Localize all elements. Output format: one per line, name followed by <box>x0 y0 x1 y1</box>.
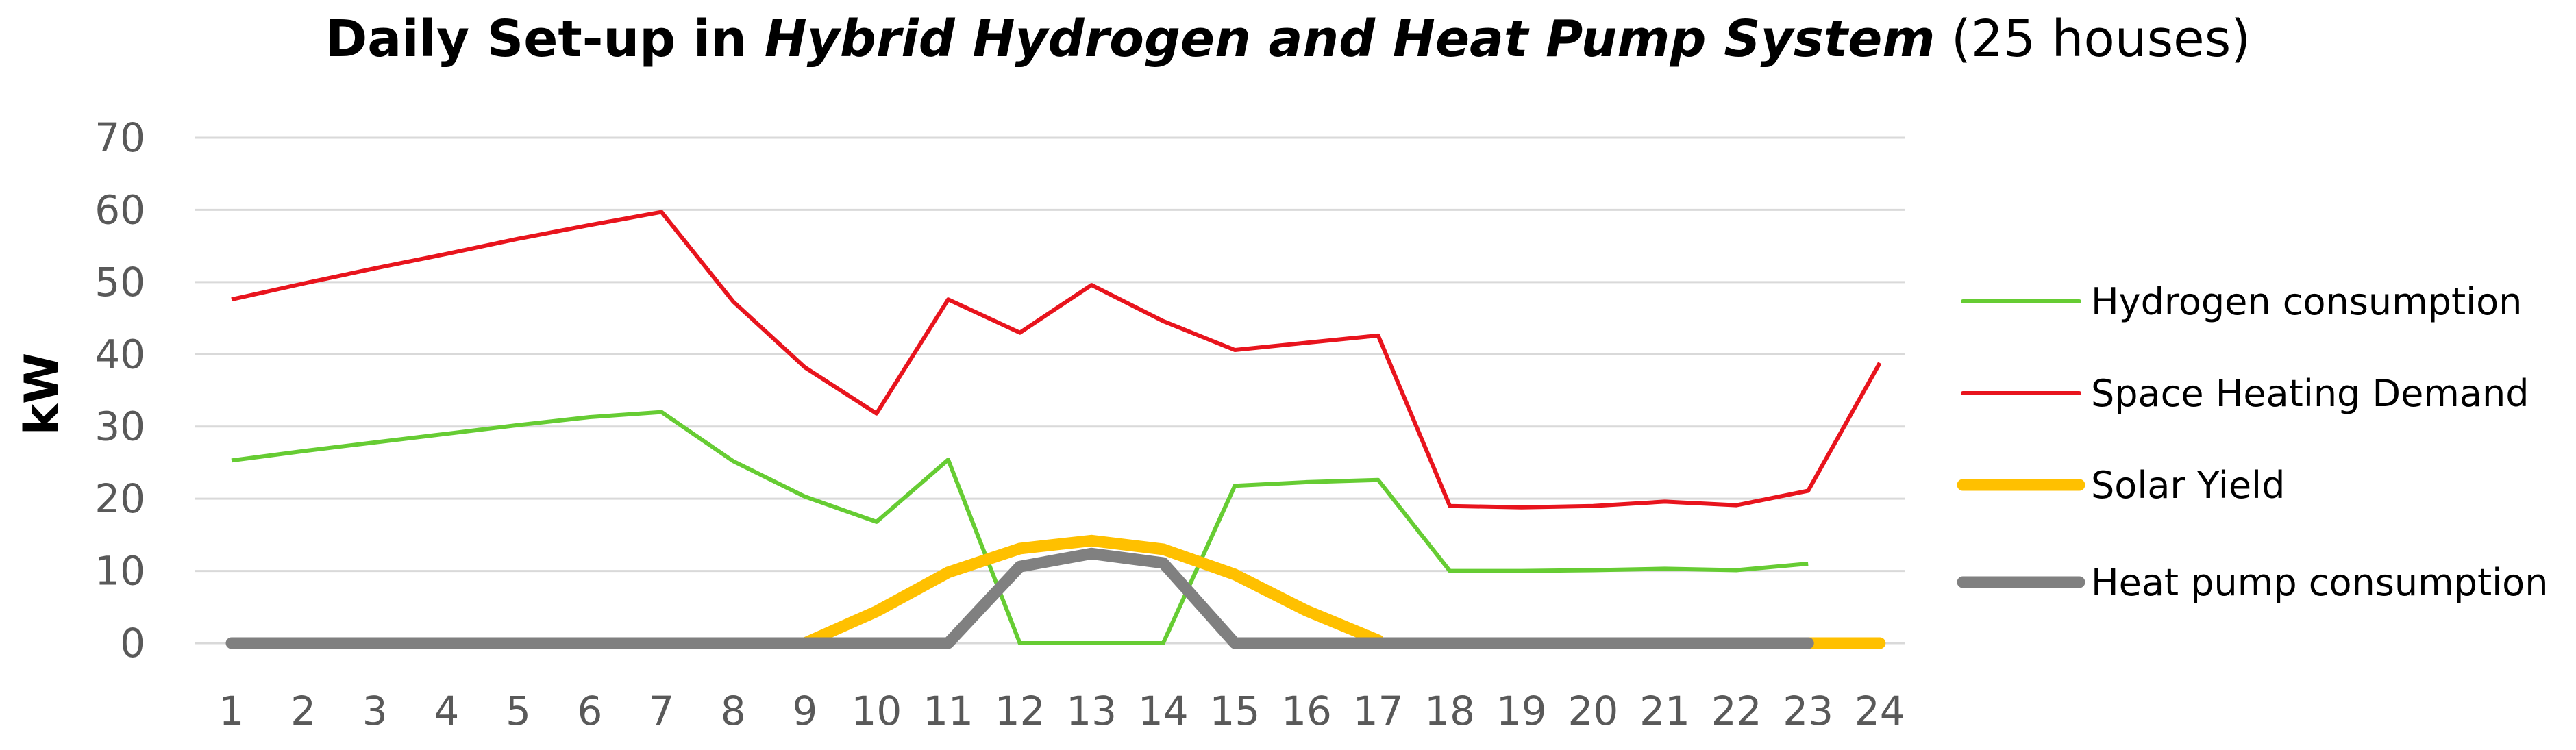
series-space-heating-demand <box>231 210 1882 510</box>
chart-title: Daily Set-up in Hybrid Hydrogen and Heat… <box>325 10 2251 68</box>
x-tick-label: 11 <box>923 688 974 734</box>
legend-label: Hydrogen consumption <box>2091 280 2522 323</box>
x-tick-label: 14 <box>1138 688 1189 734</box>
y-tick-label: 20 <box>95 475 145 522</box>
series-line-space-heating-demand <box>231 210 1882 510</box>
y-axis-ticks: 0 10 20 30 40 50 60 70 <box>95 114 145 666</box>
x-tick-label: 8 <box>721 688 746 734</box>
legend-item: Hydrogen consumption <box>1961 280 2522 323</box>
chart-title-part: (25 houses) <box>1935 10 2251 68</box>
gridlines <box>195 136 1905 645</box>
x-tick-label: 5 <box>506 688 531 734</box>
x-tick-label: 10 <box>851 688 902 734</box>
y-tick-label: 50 <box>95 259 145 305</box>
x-tick-label: 9 <box>792 688 817 734</box>
series-hydrogen-consumption <box>231 410 1809 645</box>
legend-item: Space Heating Demand <box>1961 372 2529 415</box>
y-tick-label: 40 <box>95 331 145 377</box>
x-tick-label: 20 <box>1568 688 1618 734</box>
x-tick-label: 2 <box>290 688 316 734</box>
series-line-heat-pump-consumption <box>225 547 1814 649</box>
x-tick-label: 22 <box>1711 688 1762 734</box>
series-solar-yield <box>799 534 1886 649</box>
legend-label: Solar Yield <box>2091 464 2285 507</box>
legend-label: Space Heating Demand <box>2091 372 2529 415</box>
x-tick-label: 18 <box>1424 688 1475 734</box>
x-tick-label: 23 <box>1783 688 1833 734</box>
x-tick-label: 7 <box>649 688 674 734</box>
series-heat-pump-consumption <box>225 547 1814 649</box>
series-line-solar-yield <box>799 534 1385 649</box>
legend-item: Heat pump consumption <box>1957 561 2548 604</box>
chart-title-part: Daily Set-up in <box>325 10 765 68</box>
y-tick-label: 0 <box>120 620 145 666</box>
legend-item: Solar Yield <box>1957 464 2285 507</box>
y-tick-label: 30 <box>95 403 145 450</box>
legend: Hydrogen consumption Space Heating Demand… <box>1957 280 2548 604</box>
x-tick-label: 17 <box>1353 688 1404 734</box>
x-tick-label: 6 <box>578 688 603 734</box>
series-lines <box>225 210 1886 649</box>
y-tick-label: 70 <box>95 114 145 161</box>
x-tick-label: 24 <box>1855 688 1905 734</box>
x-tick-label: 12 <box>995 688 1045 734</box>
y-tick-label: 60 <box>95 186 145 233</box>
legend-label: Heat pump consumption <box>2091 561 2548 604</box>
x-tick-label: 1 <box>219 688 245 734</box>
y-tick-label: 10 <box>95 548 145 595</box>
series-line-hydrogen-consumption <box>231 410 1809 645</box>
x-tick-label: 3 <box>362 688 388 734</box>
x-tick-label: 19 <box>1496 688 1547 734</box>
x-tick-label: 4 <box>434 688 459 734</box>
x-tick-label: 13 <box>1066 688 1117 734</box>
chart-title-part: Hybrid Hydrogen and Heat Pump System <box>765 10 1935 68</box>
x-tick-label: 15 <box>1209 688 1260 734</box>
x-tick-label: 16 <box>1281 688 1332 734</box>
x-tick-label: 21 <box>1639 688 1690 734</box>
y-axis-label: kW <box>15 353 69 435</box>
x-axis-ticks: 1 2 3 4 5 6 7 8 9 10 11 12 13 14 15 16 17 18 19 20 21 22 23 24 <box>219 688 1905 734</box>
